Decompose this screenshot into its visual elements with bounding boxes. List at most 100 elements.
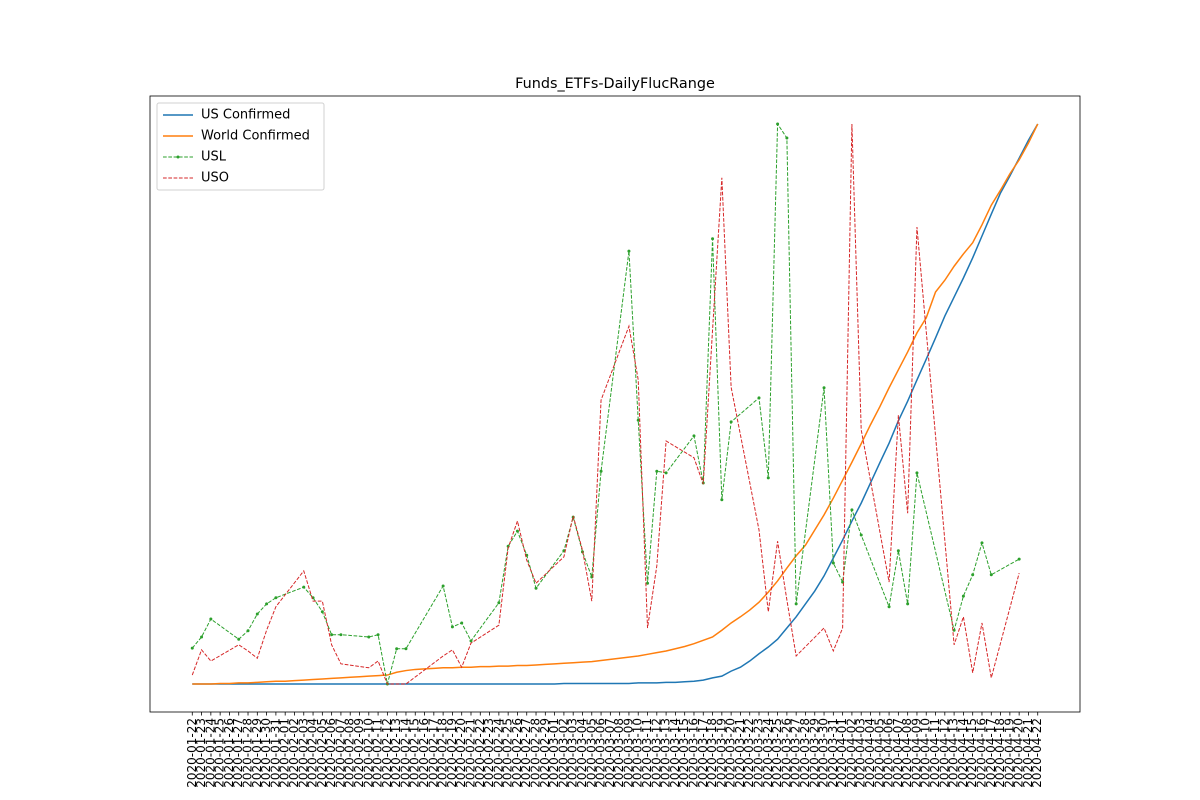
series-marker [776, 122, 780, 126]
x-tick-label: 2020-02-21 [463, 718, 477, 788]
x-tick-label: 2020-01-30 [259, 718, 273, 788]
x-tick-label: 2020-04-20 [1012, 718, 1026, 788]
x-tick-label: 2020-03-25 [770, 718, 784, 788]
x-tick-label: 2020-04-14 [956, 718, 970, 788]
x-tick-label: 2020-02-13 [389, 718, 403, 788]
x-tick-label: 2020-04-22 [1030, 718, 1044, 788]
x-tick-label: 2020-03-26 [779, 718, 793, 788]
x-tick-label: 2020-02-15 [408, 718, 422, 788]
legend-label: USO [201, 171, 229, 186]
x-tick-label: 2020-04-08 [900, 718, 914, 788]
x-tick-label: 2020-04-02 [844, 718, 858, 788]
x-tick-label: 2020-02-12 [380, 718, 394, 788]
x-tick-label: 2020-03-14 [668, 718, 682, 788]
series-marker [655, 469, 659, 473]
series-marker [989, 573, 993, 577]
x-tick-label: 2020-02-01 [278, 718, 292, 788]
series-marker [190, 646, 194, 650]
series-marker [729, 420, 733, 424]
x-tick-label: 2020-03-24 [761, 718, 775, 788]
x-tick-label: 2020-01-27 [231, 718, 245, 788]
series-marker [367, 635, 371, 639]
series-marker [794, 602, 798, 606]
x-tick-label: 2020-02-02 [287, 718, 301, 788]
series-marker [320, 610, 324, 614]
x-tick-label: 2020-03-20 [724, 718, 738, 788]
x-tick-label: 2020-04-19 [1002, 718, 1016, 788]
x-tick-label: 2020-04-18 [993, 718, 1007, 788]
x-tick-label: 2020-02-11 [371, 718, 385, 788]
x-tick-label: 2020-04-12 [937, 718, 951, 788]
series-marker [515, 529, 519, 533]
series-marker [850, 508, 854, 512]
x-tick-label: 2020-03-22 [742, 718, 756, 788]
series-marker [534, 586, 538, 590]
series-marker [497, 601, 501, 605]
x-tick-label: 2020-02-28 [529, 718, 543, 788]
x-tick-label: 2020-02-24 [491, 718, 505, 788]
plot-frame [149, 95, 1081, 713]
x-tick-label: 2020-03-01 [547, 718, 561, 788]
x-tick-label: 2020-01-24 [203, 718, 217, 788]
series-marker [636, 418, 640, 422]
x-tick-label: 2020-03-10 [631, 718, 645, 788]
x-tick-label: 2020-03-09 [621, 718, 635, 788]
series-marker [664, 471, 668, 475]
x-tick-label: 2020-04-16 [974, 718, 988, 788]
series-marker [265, 602, 269, 606]
x-tick-label: 2020-03-05 [584, 718, 598, 788]
x-tick-label: 2020-04-11 [928, 718, 942, 788]
series-marker [1017, 557, 1021, 561]
x-tick-label: 2020-02-14 [398, 718, 412, 788]
x-tick-label: 2020-03-07 [603, 718, 617, 788]
x-tick-label: 2020-02-22 [473, 718, 487, 788]
x-tick-label: 2020-03-13 [659, 718, 673, 788]
x-tick-label: 2020-04-03 [854, 718, 868, 788]
legend-label: US Confirmed [201, 108, 290, 123]
x-tick-label: 2020-02-05 [315, 718, 329, 788]
x-tick-label: 2020-02-17 [426, 718, 440, 788]
series-marker [906, 602, 910, 606]
series-marker [859, 533, 863, 537]
legend-label: World Confirmed [201, 129, 310, 144]
x-tick-label: 2020-03-23 [752, 718, 766, 788]
series-marker [376, 633, 380, 637]
legend-label: USL [201, 150, 227, 165]
x-tick-label: 2020-03-30 [817, 718, 831, 788]
x-tick-label: 2020-04-21 [1021, 718, 1035, 788]
x-tick-label: 2020-04-10 [919, 718, 933, 788]
x-tick-label: 2020-02-25 [501, 718, 515, 788]
x-tick-label: 2020-02-09 [352, 718, 366, 788]
x-tick-label: 2020-03-28 [798, 718, 812, 788]
series-line [191, 122, 1020, 685]
series-marker [255, 612, 259, 616]
series-marker [469, 639, 473, 643]
x-tick-label: 2020-04-15 [965, 718, 979, 788]
x-tick-label: 2020-04-13 [947, 718, 961, 788]
series-marker [237, 637, 241, 641]
legend-box [156, 102, 325, 191]
series-marker [971, 573, 975, 577]
x-tick-label: 2020-01-26 [222, 718, 236, 788]
x-tick-label: 2020-03-29 [807, 718, 821, 788]
x-tick-label: 2020-01-23 [194, 718, 208, 788]
x-tick-label: 2020-03-02 [556, 718, 570, 788]
x-tick-label: 2020-02-06 [324, 718, 338, 788]
series-line [192, 123, 1039, 685]
series-marker [785, 136, 789, 140]
series-marker [646, 581, 650, 585]
series-marker [627, 249, 631, 253]
series-marker [395, 647, 399, 651]
series-marker [915, 471, 919, 475]
series-marker [330, 633, 334, 637]
x-tick-label: 2020-03-03 [566, 718, 580, 788]
series-marker [404, 647, 408, 651]
series-marker [831, 561, 835, 565]
series-marker [441, 584, 445, 588]
x-tick-label: 2020-03-19 [714, 718, 728, 788]
x-tick-label: 2020-02-04 [306, 718, 320, 788]
series-marker [766, 476, 770, 480]
x-tick-label: 2020-02-19 [445, 718, 459, 788]
series-marker [692, 434, 696, 438]
